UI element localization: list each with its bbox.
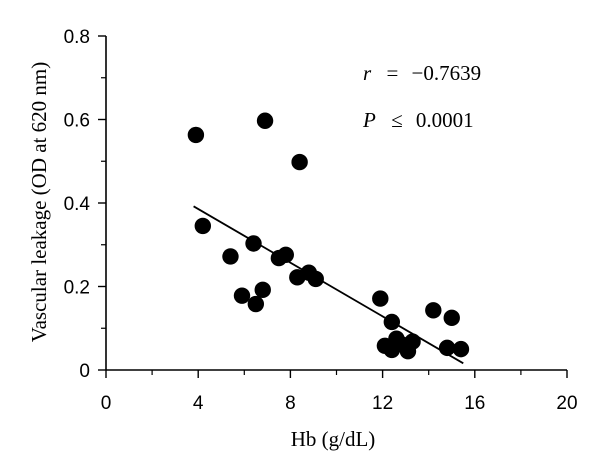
regression-line (193, 205, 464, 365)
x-tick-label: 4 (193, 393, 204, 414)
data-point (256, 112, 274, 129)
data-point (443, 309, 460, 327)
x-tick-label: 8 (285, 393, 296, 414)
x-tick-label: 12 (372, 393, 393, 414)
data-point (372, 290, 389, 307)
r-relation: = (386, 61, 398, 85)
r-value: −0.7639 (412, 61, 482, 85)
y-axis-title: Vascular leakage (OD at 620 nm) (27, 62, 51, 342)
data-point (383, 313, 401, 331)
r-label: r (363, 61, 372, 85)
y-tick-label: 0.8 (64, 27, 90, 48)
data-point (452, 340, 470, 358)
data-point (233, 287, 251, 304)
tick-labels: 0 4 8 12 16 20 0 0.2 0.4 0.6 0.8 (64, 27, 578, 414)
y-tick-label: 0.2 (64, 278, 90, 299)
y-tick-label: 0 (79, 361, 90, 382)
data-point (222, 248, 239, 265)
data-point (194, 217, 212, 235)
data-point (245, 235, 262, 252)
data-point (254, 281, 271, 299)
data-point (277, 246, 294, 263)
data-point (404, 333, 421, 350)
data-point (438, 339, 456, 357)
x-axis-title: Hb (g/dL) (291, 427, 376, 451)
data-points (187, 112, 470, 360)
p-value: 0.0001 (416, 108, 474, 132)
p-relation: ≤ (391, 108, 403, 132)
data-point (187, 126, 205, 144)
x-tick-label: 20 (556, 393, 577, 414)
data-point (291, 153, 308, 171)
axes (105, 36, 567, 371)
p-label: P (362, 108, 376, 132)
data-point (425, 302, 442, 319)
ticks (98, 35, 568, 378)
r-annotation: r = −0.7639 (363, 61, 481, 85)
y-tick-label: 0.4 (64, 194, 91, 215)
x-tick-label: 16 (464, 393, 485, 414)
data-point (307, 270, 324, 288)
x-tick-label: 0 (101, 393, 112, 414)
data-point (247, 295, 265, 313)
y-tick-label: 0.6 (64, 111, 90, 132)
p-annotation: P ≤ 0.0001 (362, 108, 474, 132)
